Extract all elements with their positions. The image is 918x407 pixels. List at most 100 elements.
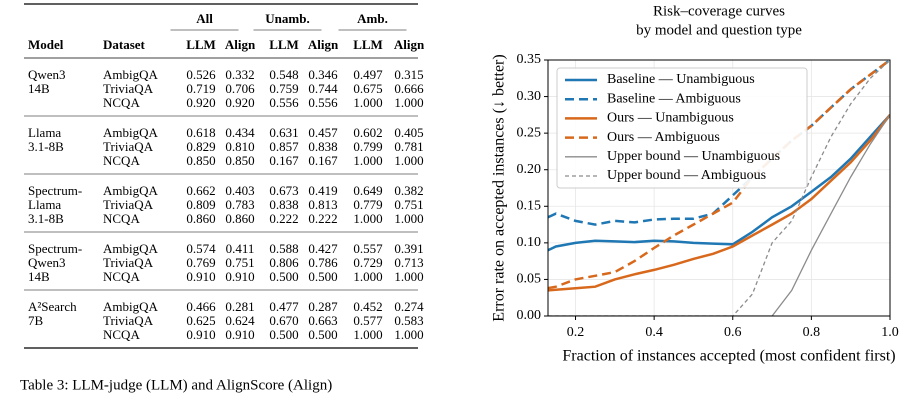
model-name: 3.1-8B (28, 211, 64, 226)
table-cell: 0.500 (269, 269, 298, 284)
y-tick-label: 0.25 (517, 125, 542, 140)
table-cell: 0.781 (394, 139, 423, 154)
series-line (548, 114, 890, 316)
table-cell: 0.574 (186, 241, 216, 256)
column-header: Align (394, 37, 425, 52)
table-cell: 0.920 (186, 95, 215, 110)
table-cell: 0.706 (225, 81, 255, 96)
table-cell: 0.548 (269, 67, 298, 82)
y-tick-label: 0.05 (517, 272, 542, 287)
table-cell: 0.583 (394, 313, 423, 328)
dataset: TriviaQA (103, 255, 154, 270)
table-cell: 0.382 (394, 183, 423, 198)
table-cell: 0.910 (186, 269, 215, 284)
table-cell: 0.670 (269, 313, 298, 328)
y-tick-label: 0.15 (517, 199, 542, 214)
x-tick-label: 0.6 (724, 325, 742, 340)
table-cell: 0.910 (186, 327, 215, 342)
dataset: AmbigQA (103, 241, 159, 256)
table-cell: 0.557 (353, 241, 383, 256)
table-cell: 1.000 (353, 211, 382, 226)
table-cell: 0.500 (269, 327, 298, 342)
table-cell: 0.751 (394, 197, 423, 212)
dataset: NCQA (103, 153, 140, 168)
table-cell: 0.222 (269, 211, 298, 226)
series-line (548, 60, 890, 290)
table-cell: 0.860 (225, 211, 254, 226)
table-cell: 0.391 (394, 241, 423, 256)
table-cell: 0.287 (308, 299, 338, 314)
chart-title: by model and question type (636, 22, 802, 38)
model-name: Spectrum- (28, 183, 82, 198)
table-cell: 0.588 (269, 241, 298, 256)
y-tick-label: 0.20 (517, 162, 542, 177)
legend-label: Upper bound — Ambiguous (607, 168, 766, 183)
table-cell: 0.759 (269, 81, 298, 96)
table-cell: 0.332 (225, 67, 254, 82)
table-cell: 0.526 (186, 67, 216, 82)
table-cell: 0.662 (186, 183, 215, 198)
dataset: NCQA (103, 95, 140, 110)
legend-label: Ours — Ambiguous (607, 130, 720, 145)
table-cell: 0.625 (186, 313, 215, 328)
table-cell: 0.167 (308, 153, 338, 168)
table-cell: 0.222 (308, 211, 337, 226)
model-name: 7B (28, 313, 44, 328)
legend-label: Ours — Unambiguous (607, 111, 734, 126)
table-cell: 0.829 (186, 139, 215, 154)
table-cell: 0.910 (225, 269, 254, 284)
legend-label: Baseline — Unambiguous (607, 72, 755, 87)
table-cell: 0.675 (353, 81, 382, 96)
y-tick-label: 0.10 (517, 235, 542, 250)
table-cell: 0.411 (226, 241, 255, 256)
table-cell: 0.497 (353, 67, 383, 82)
table-cell: 0.666 (394, 81, 424, 96)
model-name: Llama (28, 197, 61, 212)
table-cell: 0.920 (225, 95, 254, 110)
group-header: Unamb. (265, 11, 309, 26)
table-cell: 0.500 (308, 327, 337, 342)
table-cell: 0.556 (269, 95, 299, 110)
dataset: TriviaQA (103, 139, 154, 154)
x-tick-label: 0.4 (645, 325, 663, 340)
chart-title: Risk–coverage curves (653, 3, 785, 19)
table-cell: 0.769 (186, 255, 215, 270)
model-name: A²Search (28, 299, 77, 314)
x-axis-label: Fraction of instances accepted (most con… (562, 348, 895, 365)
dataset: AmbigQA (103, 125, 159, 140)
table-cell: 0.729 (353, 255, 382, 270)
table-cell: 0.799 (353, 139, 382, 154)
table-cell: 0.631 (269, 125, 298, 140)
model-name: 14B (28, 81, 50, 96)
y-tick-label: 0.30 (517, 89, 542, 104)
column-header: Dataset (103, 37, 146, 52)
table-cell: 0.167 (269, 153, 299, 168)
table-cell: 0.274 (394, 299, 424, 314)
table-cell: 0.452 (353, 299, 382, 314)
group-header: All (196, 11, 213, 26)
table-cell: 0.744 (308, 81, 338, 96)
table-cell: 0.500 (308, 269, 337, 284)
x-tick-label: 0.8 (803, 325, 821, 340)
table-cell: 1.000 (353, 153, 382, 168)
dataset: AmbigQA (103, 183, 159, 198)
model-name: Qwen3 (28, 67, 66, 82)
legend-label: Upper bound — Unambiguous (607, 149, 780, 164)
table-cell: 0.281 (225, 299, 254, 314)
table-cell: 0.860 (186, 211, 215, 226)
legend-label: Baseline — Ambiguous (607, 91, 741, 106)
group-header: Amb. (357, 11, 388, 26)
column-header: Model (28, 37, 64, 52)
y-tick-label: 0.35 (517, 52, 542, 67)
dataset: TriviaQA (103, 81, 154, 96)
table-cell: 0.910 (225, 327, 254, 342)
series-line (548, 114, 890, 252)
model-name: Qwen3 (28, 255, 66, 270)
dataset: TriviaQA (103, 313, 154, 328)
table-cell: 0.427 (308, 241, 338, 256)
table-cell: 0.751 (225, 255, 254, 270)
table-cell: 0.779 (353, 197, 382, 212)
table-cell: 0.618 (186, 125, 215, 140)
dataset: NCQA (103, 327, 140, 342)
